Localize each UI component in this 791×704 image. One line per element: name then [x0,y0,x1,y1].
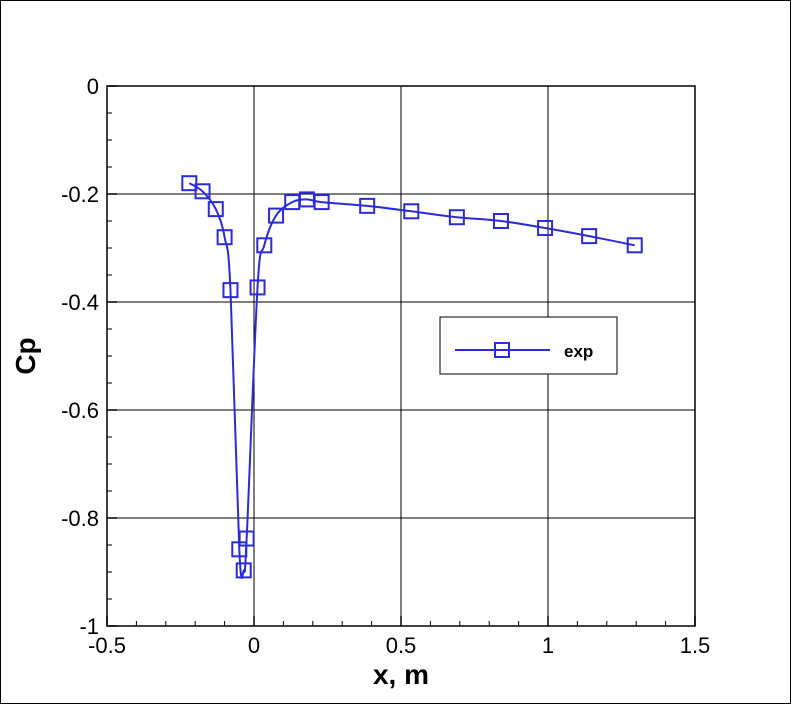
data-point-marker [403,203,420,220]
x-tick-label: -0.5 [88,633,126,658]
data-point-marker [207,201,224,218]
data-point-marker [492,213,509,229]
data-point-marker [626,237,643,254]
x-tick-label: 0 [248,633,260,658]
data-point-marker [448,209,465,226]
axes: -0.5 0 0.5 1 1.5 0 -0.2 -0.4 -0.6 -0.8 -1 [61,74,710,658]
data-point-marker [581,228,598,245]
x-axis-title: x, m [373,659,429,690]
y-tick-label: -0.8 [61,506,99,531]
y-tick-label: -0.4 [61,290,99,315]
data-point-marker [238,530,255,547]
data-point-marker [194,183,211,200]
x-tick-label: 0.5 [386,633,417,658]
legend: exp [439,316,618,375]
x-tick-label: 1 [542,633,554,658]
legend-label: exp [564,342,593,361]
data-point-marker [222,282,239,299]
y-tick-label: -0.2 [61,182,99,207]
series-line-exp [188,182,635,579]
data-point-marker [359,197,376,214]
y-tick-label: -0.6 [61,398,99,423]
data-point-marker [216,229,233,246]
data-point-marker [181,175,198,192]
y-tick-label: 0 [87,74,99,99]
y-tick-label: -1 [79,614,99,639]
data-point-marker [256,237,273,254]
legend-marker [494,342,510,358]
x-tick-label: 1.5 [680,633,711,658]
y-axis-title: Cp [10,337,41,374]
data-point-marker [313,194,330,211]
data-point-marker [235,562,252,579]
data-point-marker [249,279,266,296]
series-layer [181,175,643,579]
legend-box [439,316,618,375]
data-point-marker [268,207,285,224]
data-point-marker [537,220,554,237]
